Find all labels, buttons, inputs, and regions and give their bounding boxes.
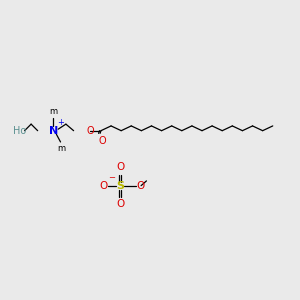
Text: O: O — [100, 181, 108, 191]
Text: S: S — [116, 181, 124, 191]
Text: O: O — [116, 199, 124, 209]
Text: O: O — [136, 181, 145, 191]
Text: O: O — [98, 136, 106, 146]
Text: N: N — [49, 126, 58, 136]
Text: m: m — [49, 107, 58, 116]
Text: m: m — [57, 144, 65, 153]
Text: +: + — [57, 118, 64, 127]
Text: Ho: Ho — [13, 126, 26, 136]
Text: −: − — [108, 173, 115, 182]
Text: O: O — [116, 162, 124, 172]
Text: O: O — [86, 126, 94, 136]
